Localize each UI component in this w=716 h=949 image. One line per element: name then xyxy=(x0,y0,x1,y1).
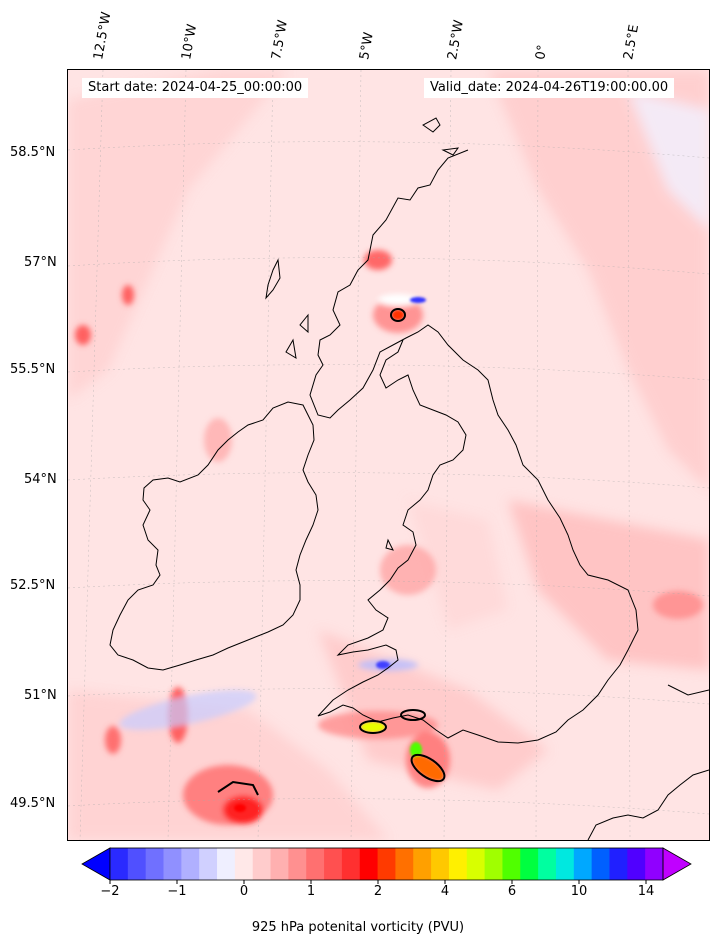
colorbar-tick: 0 xyxy=(239,884,249,899)
colorbar-extend-high xyxy=(662,847,692,881)
pv-contours xyxy=(217,308,446,796)
colorbar-swatch xyxy=(163,848,182,880)
isle-of-man-coast xyxy=(385,538,394,551)
france-coast xyxy=(667,684,709,696)
colorbar-swatch xyxy=(555,848,575,880)
lat-label-57: 57°N xyxy=(24,255,57,270)
colorbar-swatch xyxy=(234,848,254,880)
colorbar-label: 925 hPa potenital vorticity (PVU) xyxy=(251,920,465,935)
colorbar-swatch xyxy=(591,848,610,880)
colorbar-swatch xyxy=(252,848,272,880)
lon-label-12-5w: 12.5°W xyxy=(91,10,115,61)
lon-label-2-5e: 2.5°E xyxy=(621,23,643,62)
great-britain-coast xyxy=(309,149,639,744)
lon-label-7-5w: 7.5°W xyxy=(269,18,291,62)
colorbar-swatch xyxy=(377,848,396,880)
colorbar-swatch xyxy=(609,848,628,880)
colorbar-tick: 2 xyxy=(373,884,383,899)
colorbar-swatch xyxy=(110,848,129,880)
colorbar-swatch xyxy=(627,848,646,880)
colorbar-swatch xyxy=(448,848,468,880)
colorbar-swatch xyxy=(502,848,521,880)
colorbar-tick: −1 xyxy=(167,884,187,899)
colorbar-tick: 10 xyxy=(570,884,588,899)
colorbar-swatch xyxy=(466,848,486,880)
colorbar-swatch xyxy=(127,848,147,880)
lat-label-52-5: 52.5°N xyxy=(10,578,56,593)
colorbar-tick: 14 xyxy=(637,884,655,899)
colorbar-extend-low xyxy=(81,847,111,881)
start-date-label: Start date: 2024-04-25_00:00:00 xyxy=(82,78,309,98)
brittany-coast xyxy=(587,769,709,840)
hebrides-coast xyxy=(265,258,309,359)
colorbar-scale xyxy=(81,847,692,884)
colorbar-border xyxy=(109,847,664,881)
colorbar-tick: 4 xyxy=(440,884,450,899)
pv-field-map xyxy=(68,70,709,840)
colorbar-swatch xyxy=(341,848,361,880)
colorbar-swatch xyxy=(431,848,450,880)
map-frame xyxy=(67,69,710,841)
lat-label-55-5: 55.5°N xyxy=(10,362,56,377)
colorbar-swatch xyxy=(413,848,432,880)
colorbar-swatch xyxy=(484,848,503,880)
lon-label-2-5w: 2.5°W xyxy=(445,18,467,62)
colorbar-tick: 6 xyxy=(507,884,517,899)
valid-date-label: Valid_date: 2024-04-26T19:00:00.00 xyxy=(424,78,675,98)
lon-label-10w: 10°W xyxy=(179,23,201,61)
colorbar-swatch xyxy=(573,848,593,880)
lon-label-5w: 5°W xyxy=(357,31,377,61)
colorbar-swatch xyxy=(538,848,557,880)
lat-label-49-5: 49.5°N xyxy=(10,796,56,811)
colorbar-tick: 1 xyxy=(306,884,316,899)
colorbar-swatch xyxy=(645,848,664,880)
colorbar-swatch xyxy=(395,848,414,880)
coastlines xyxy=(109,117,709,840)
colorbar-swatch xyxy=(520,848,539,880)
ireland-coast xyxy=(109,401,319,671)
lat-label-58-5: 58.5°N xyxy=(10,145,56,160)
graticule xyxy=(68,70,709,840)
colorbar-swatch xyxy=(306,848,325,880)
colorbar-swatch xyxy=(270,848,289,880)
colorbar-swatch xyxy=(181,848,200,880)
colorbar-tick: −2 xyxy=(100,884,120,899)
colorbar-swatch xyxy=(359,848,379,880)
colorbar-swatch xyxy=(288,848,307,880)
colorbar-swatch xyxy=(145,848,165,880)
colorbar-swatch xyxy=(217,848,236,880)
lat-label-54: 54°N xyxy=(24,472,57,487)
lat-label-51: 51°N xyxy=(24,688,57,703)
colorbar-swatch xyxy=(199,848,218,880)
lon-label-0: 0° xyxy=(533,43,551,61)
orkney-coast xyxy=(422,117,460,156)
colorbar-swatch xyxy=(324,848,343,880)
